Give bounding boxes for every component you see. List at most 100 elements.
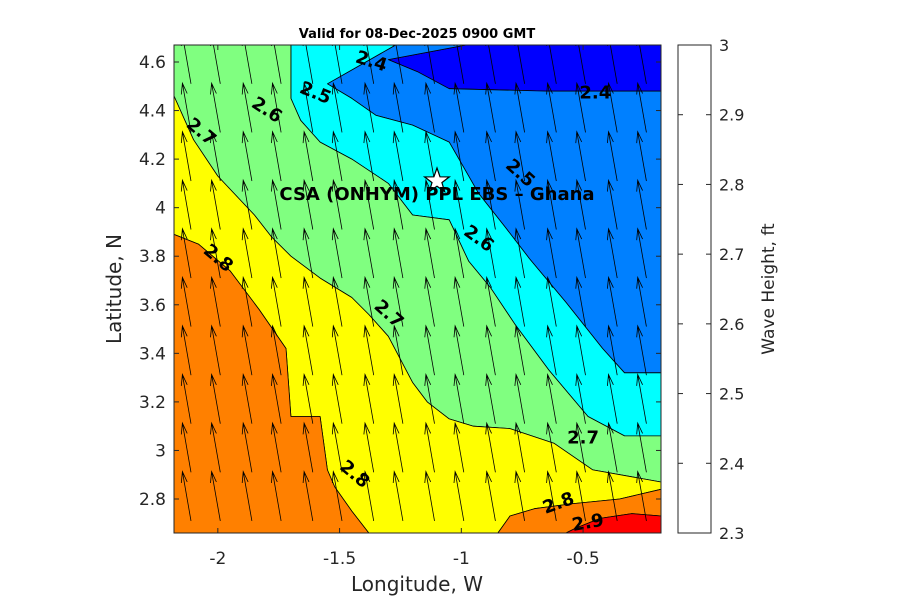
- x-tick-label-2: -1: [453, 549, 470, 569]
- vector-arrow-0-4: [180, 275, 192, 327]
- vector-arrow-10-7: [485, 130, 496, 182]
- contour-bands: [174, 45, 661, 533]
- vector-arrow-3-3: [271, 324, 282, 376]
- vector-arrow-11-6: [514, 178, 525, 230]
- vector-arrow-15-3: [636, 324, 647, 376]
- y-tick-label-4: 3.6: [139, 296, 166, 316]
- vector-arrow-7-9: [392, 45, 404, 84]
- chart-title: Valid for 08-Dec-2025 0900 GMT: [299, 27, 536, 42]
- vector-arrow-15-2: [636, 373, 647, 424]
- vector-arrow-4-3: [302, 324, 314, 376]
- y-tick-label-7: 4.2: [139, 150, 166, 170]
- vector-arrow-2-3: [241, 324, 253, 376]
- vector-arrow-14-5: [607, 227, 618, 279]
- axes: -2 -1.5 -1 -0.5 2.8 3 3.2 3.4 3.6 3.8 4 4.2 4.4 4.6: [139, 45, 661, 569]
- vector-arrow-2-7: [241, 130, 253, 182]
- vector-arrow-7-6: [392, 178, 404, 230]
- contour-label-1: 2.4: [579, 83, 611, 104]
- vector-arrow-13-3: [575, 324, 586, 376]
- colorbar-tick-label-7: 3: [719, 36, 729, 55]
- vector-arrow-11-5: [514, 227, 525, 279]
- vector-arrow-6-6: [363, 178, 375, 230]
- vector-arrow-8-3: [424, 324, 435, 376]
- vector-arrow-14-4: [607, 275, 618, 327]
- y-tick-label-1: 3: [155, 441, 166, 461]
- vector-arrow-10-9: [485, 45, 496, 84]
- vector-arrow-12-8: [546, 81, 557, 133]
- vector-arrow-5-7: [331, 130, 343, 182]
- vector-arrow-8-4: [424, 275, 435, 327]
- vector-arrow-0-0: [180, 470, 192, 521]
- vector-arrow-6-5: [363, 227, 375, 279]
- vector-arrow-1-3: [210, 324, 221, 376]
- vector-arrow-4-1: [302, 421, 314, 473]
- vector-arrow-5-4: [331, 275, 343, 327]
- vector-arrow-9-9: [453, 45, 465, 84]
- site-annotation: CSA (ONHYM) PPL EBS – Ghana: [279, 166, 595, 205]
- colorbar-frame: [677, 44, 712, 534]
- y-tick-label-6: 4: [155, 199, 166, 219]
- vector-arrow-3-4: [271, 275, 282, 327]
- vector-arrow-7-8: [392, 81, 404, 133]
- vector-arrow-12-7: [546, 130, 557, 182]
- vector-arrow-10-8: [485, 81, 496, 133]
- plot-frame: [173, 44, 662, 534]
- vector-arrow-8-6: [424, 178, 435, 230]
- vector-arrow-10-2: [485, 373, 496, 424]
- vector-arrow-12-0: [546, 470, 557, 521]
- vector-arrow-6-4: [363, 275, 375, 327]
- vector-arrow-2-5: [241, 227, 253, 279]
- vector-arrow-13-0: [575, 470, 586, 521]
- vector-arrow-1-0: [210, 470, 221, 521]
- vector-arrow-4-4: [302, 275, 314, 327]
- y-axis-label: Latitude, N: [102, 234, 126, 344]
- vector-arrow-8-1: [424, 421, 435, 473]
- vector-arrow-15-6: [636, 178, 647, 230]
- vector-arrow-6-3: [363, 324, 375, 376]
- vector-arrow-12-2: [546, 373, 557, 424]
- y-tick-label-2: 3.2: [139, 393, 166, 413]
- vector-arrow-7-4: [392, 275, 404, 327]
- vector-arrow-9-6: [453, 178, 465, 230]
- vector-arrow-14-6: [607, 178, 618, 230]
- x-axis-label: Longitude, W: [351, 572, 483, 596]
- vector-arrow-15-5: [636, 227, 647, 279]
- vector-arrow-3-9: [271, 45, 282, 84]
- vector-arrow-5-8: [331, 81, 343, 133]
- vector-arrow-4-5: [302, 227, 314, 279]
- vector-arrow-2-2: [241, 373, 253, 424]
- vector-arrow-7-3: [392, 324, 404, 376]
- vector-arrow-10-4: [485, 275, 496, 327]
- vector-arrow-8-8: [424, 81, 435, 133]
- wave-direction-vectors: [180, 45, 647, 521]
- vector-arrow-9-7: [453, 130, 465, 182]
- vector-arrow-8-7: [424, 130, 435, 182]
- colorbar-tick-label-5: 2.8: [719, 175, 744, 194]
- y-tick-label-0: 2.8: [139, 490, 166, 510]
- vector-arrow-14-3: [607, 324, 618, 376]
- site-star-icon: [422, 166, 452, 193]
- vector-arrow-12-9: [546, 45, 557, 84]
- vector-arrow-1-7: [210, 130, 221, 182]
- vector-arrow-3-2: [271, 373, 282, 424]
- vector-arrow-15-9: [636, 45, 647, 84]
- vector-arrow-5-9: [331, 45, 343, 84]
- vector-arrow-10-1: [485, 421, 496, 473]
- vector-arrow-15-1: [636, 421, 647, 473]
- vector-arrow-6-9: [363, 45, 375, 84]
- vector-arrow-15-0: [636, 470, 647, 521]
- vector-arrow-2-8: [241, 81, 253, 133]
- vector-arrow-2-9: [241, 45, 253, 84]
- vector-arrow-2-4: [241, 275, 253, 327]
- vector-arrow-3-5: [271, 227, 282, 279]
- vector-arrow-4-9: [302, 45, 314, 84]
- vector-arrow-10-6: [485, 178, 496, 230]
- vector-arrow-13-9: [575, 45, 586, 84]
- vector-arrow-3-7: [271, 130, 282, 182]
- vector-arrow-2-0: [241, 470, 253, 521]
- vector-arrow-5-2: [331, 373, 343, 424]
- y-tick-label-9: 4.6: [139, 53, 166, 73]
- vector-arrow-6-8: [363, 81, 375, 133]
- x-tick-label-1: -1.5: [323, 549, 356, 569]
